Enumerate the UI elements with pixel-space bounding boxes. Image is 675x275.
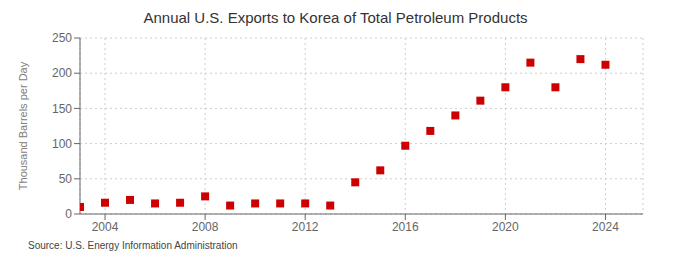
svg-text:2016: 2016 bbox=[392, 220, 419, 234]
svg-text:50: 50 bbox=[59, 172, 73, 186]
html-text:Annual U.S. Exports to Korea o: Annual U.S. Exports to Korea of Total Pe… bbox=[143, 9, 528, 26]
svg-text:200: 200 bbox=[52, 66, 72, 80]
svg-text:0: 0 bbox=[65, 207, 72, 221]
svg-text:2020: 2020 bbox=[492, 220, 519, 234]
html-text:Source: U.S. Energy Informatio: Source: U.S. Energy Information Administ… bbox=[28, 240, 238, 251]
svg-text:2024: 2024 bbox=[592, 220, 619, 234]
svg-text:2004: 2004 bbox=[92, 220, 119, 234]
svg-text:2008: 2008 bbox=[192, 220, 219, 234]
svg-text:250: 250 bbox=[52, 31, 72, 45]
svg-text:Thousand Barrels per Day: Thousand Barrels per Day bbox=[17, 61, 29, 190]
svg-text:150: 150 bbox=[52, 102, 72, 116]
svg-text:100: 100 bbox=[52, 137, 72, 151]
svg-text:2012: 2012 bbox=[292, 220, 319, 234]
